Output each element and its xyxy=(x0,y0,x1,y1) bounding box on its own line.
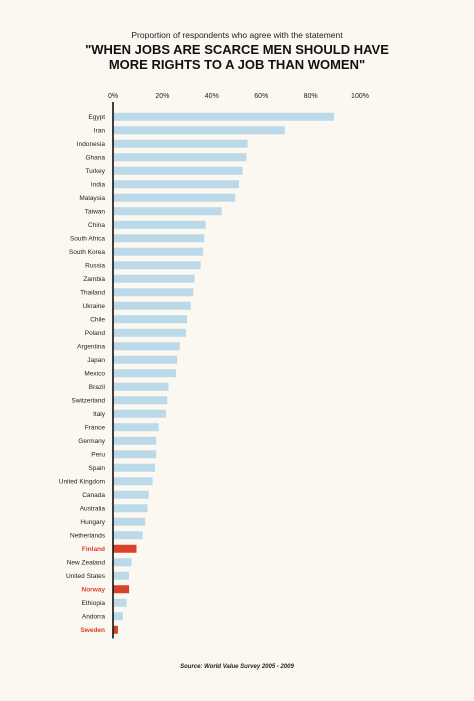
category-label: Australia xyxy=(80,506,106,513)
bar-france xyxy=(113,423,159,432)
bar-russia xyxy=(113,261,201,270)
category-label: Zambia xyxy=(83,276,105,283)
chart-source: Source: World Value Survey 2005 - 2009 xyxy=(180,664,294,670)
category-label: India xyxy=(91,182,105,189)
category-label: Germany xyxy=(78,438,105,445)
category-label: Sweden xyxy=(80,627,105,634)
x-tick-label: 100% xyxy=(351,93,369,100)
category-label: Peru xyxy=(91,452,105,459)
bar-zambia xyxy=(113,274,195,283)
bar-spain xyxy=(113,463,155,472)
category-label: Finland xyxy=(82,546,105,553)
bar-germany xyxy=(113,436,157,445)
chart-title-line2: MORE RIGHTS TO A JOB THAN WOMEN" xyxy=(109,57,365,72)
category-labels: Egypt Iran Indonesia Ghana Turkey India Malays… xyxy=(59,114,106,634)
category-label: Netherlands xyxy=(70,533,106,540)
category-label: Andorra xyxy=(82,614,106,621)
category-label: Spain xyxy=(88,465,105,472)
category-label: Ukraine xyxy=(83,303,106,310)
category-label: China xyxy=(88,222,105,229)
bar-ukraine xyxy=(113,301,191,310)
category-label: United States xyxy=(66,573,106,580)
bar-united-kingdom xyxy=(113,477,153,486)
category-label: New Zealand xyxy=(67,560,106,567)
category-label: Turkey xyxy=(85,168,105,175)
bars xyxy=(113,112,335,634)
category-label: Italy xyxy=(93,411,106,418)
category-label: Poland xyxy=(85,330,106,337)
category-label: France xyxy=(85,425,106,432)
category-label: South Africa xyxy=(70,236,105,243)
x-tick-label: 20% xyxy=(155,93,169,100)
category-label: Malaysia xyxy=(79,195,105,202)
category-label: Indonesia xyxy=(77,141,106,148)
bar-japan xyxy=(113,355,178,364)
bar-india xyxy=(113,180,239,189)
bar-norway xyxy=(113,585,130,594)
category-label: Taiwan xyxy=(85,209,106,216)
x-tick-label: 0% xyxy=(108,93,118,100)
bar-hungary xyxy=(113,517,146,526)
category-label: Iran xyxy=(94,128,106,135)
category-label: Switzerland xyxy=(71,398,105,405)
bar-turkey xyxy=(113,166,243,175)
bar-sweden xyxy=(113,625,118,634)
bar-china xyxy=(113,220,206,229)
bar-south-korea xyxy=(113,247,204,256)
category-label: South Korea xyxy=(69,249,106,256)
category-label: Ghana xyxy=(85,155,105,162)
bar-peru xyxy=(113,450,157,459)
bar-italy xyxy=(113,409,167,418)
bar-switzerland xyxy=(113,396,168,405)
category-label: Brazil xyxy=(89,384,106,391)
bar-canada xyxy=(113,490,149,499)
category-label: Japan xyxy=(87,357,105,364)
bar-south-africa xyxy=(113,234,205,243)
category-label: Egypt xyxy=(88,114,105,121)
x-tick-label: 80% xyxy=(304,93,318,100)
bar-mexico xyxy=(113,369,176,378)
category-label: Chile xyxy=(90,317,105,324)
bar-new-zealand xyxy=(113,558,132,567)
category-label: Norway xyxy=(82,587,106,594)
x-axis-ticks: 0% 20% 40% 60% 80% 100% xyxy=(108,93,369,100)
category-label: Argentina xyxy=(77,344,105,351)
category-label: Hungary xyxy=(80,519,105,526)
bar-australia xyxy=(113,504,148,513)
category-label: Ethiopia xyxy=(82,600,106,607)
bar-andorra xyxy=(113,612,123,621)
bar-ghana xyxy=(113,153,247,162)
bar-poland xyxy=(113,328,186,337)
category-label: Canada xyxy=(82,492,105,499)
bar-iran xyxy=(113,126,285,135)
bar-thailand xyxy=(113,288,194,297)
bar-argentina xyxy=(113,342,180,351)
category-label: United Kingdom xyxy=(59,479,105,486)
chart-title-line1: "WHEN JOBS ARE SCARCE MEN SHOULD HAVE xyxy=(85,42,389,57)
bar-malaysia xyxy=(113,193,236,202)
category-label: Thailand xyxy=(80,290,105,297)
bar-egypt xyxy=(113,112,335,121)
x-tick-label: 60% xyxy=(254,93,268,100)
chart-subtitle: Proportion of respondents who agree with… xyxy=(131,30,343,40)
category-label: Russia xyxy=(85,263,105,270)
category-label: Mexico xyxy=(84,371,105,378)
bar-taiwan xyxy=(113,207,222,216)
bar-ethiopia xyxy=(113,598,127,607)
bar-brazil xyxy=(113,382,169,391)
bar-chile xyxy=(113,315,188,324)
bar-finland xyxy=(113,544,137,553)
x-tick-label: 40% xyxy=(205,93,219,100)
bar-netherlands xyxy=(113,531,143,540)
bar-indonesia xyxy=(113,139,248,148)
bar-united-states xyxy=(113,571,130,580)
